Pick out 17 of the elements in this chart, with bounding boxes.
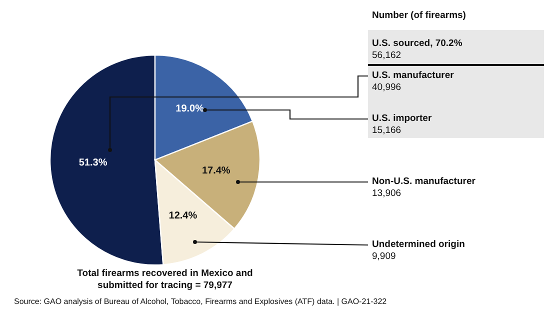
- text: 9,909: [372, 251, 396, 263]
- text: 15,166: [372, 125, 402, 137]
- data-label: 17.4%: [202, 165, 230, 176]
- slice-label: U.S. manufacturer: [372, 70, 454, 82]
- slice-label: Undetermined origin: [372, 239, 465, 251]
- text: U.S. sourced, 70.2%: [372, 38, 462, 50]
- text: 40,996: [372, 82, 402, 94]
- slice-label: U.S. importer: [372, 113, 432, 125]
- slice-label: Non-U.S. manufacturer: [372, 176, 476, 188]
- legend-title: Number (of firearms): [372, 10, 466, 22]
- data-label: 19.0%: [176, 104, 204, 115]
- data-label: 12.4%: [168, 210, 198, 222]
- text: 13,906: [372, 188, 402, 200]
- data-label: 51.3%: [78, 157, 108, 168]
- source-note: Source: GAO analysis of Bureau of Alcohol, Tobacco, Firearms and Explosives (ATF) data. | GAO-21-322: [14, 296, 387, 308]
- text: Total firearms recovered in Mexico and submitted for tracing = 79,977: [76, 268, 254, 292]
- text: 56,162: [372, 50, 402, 62]
